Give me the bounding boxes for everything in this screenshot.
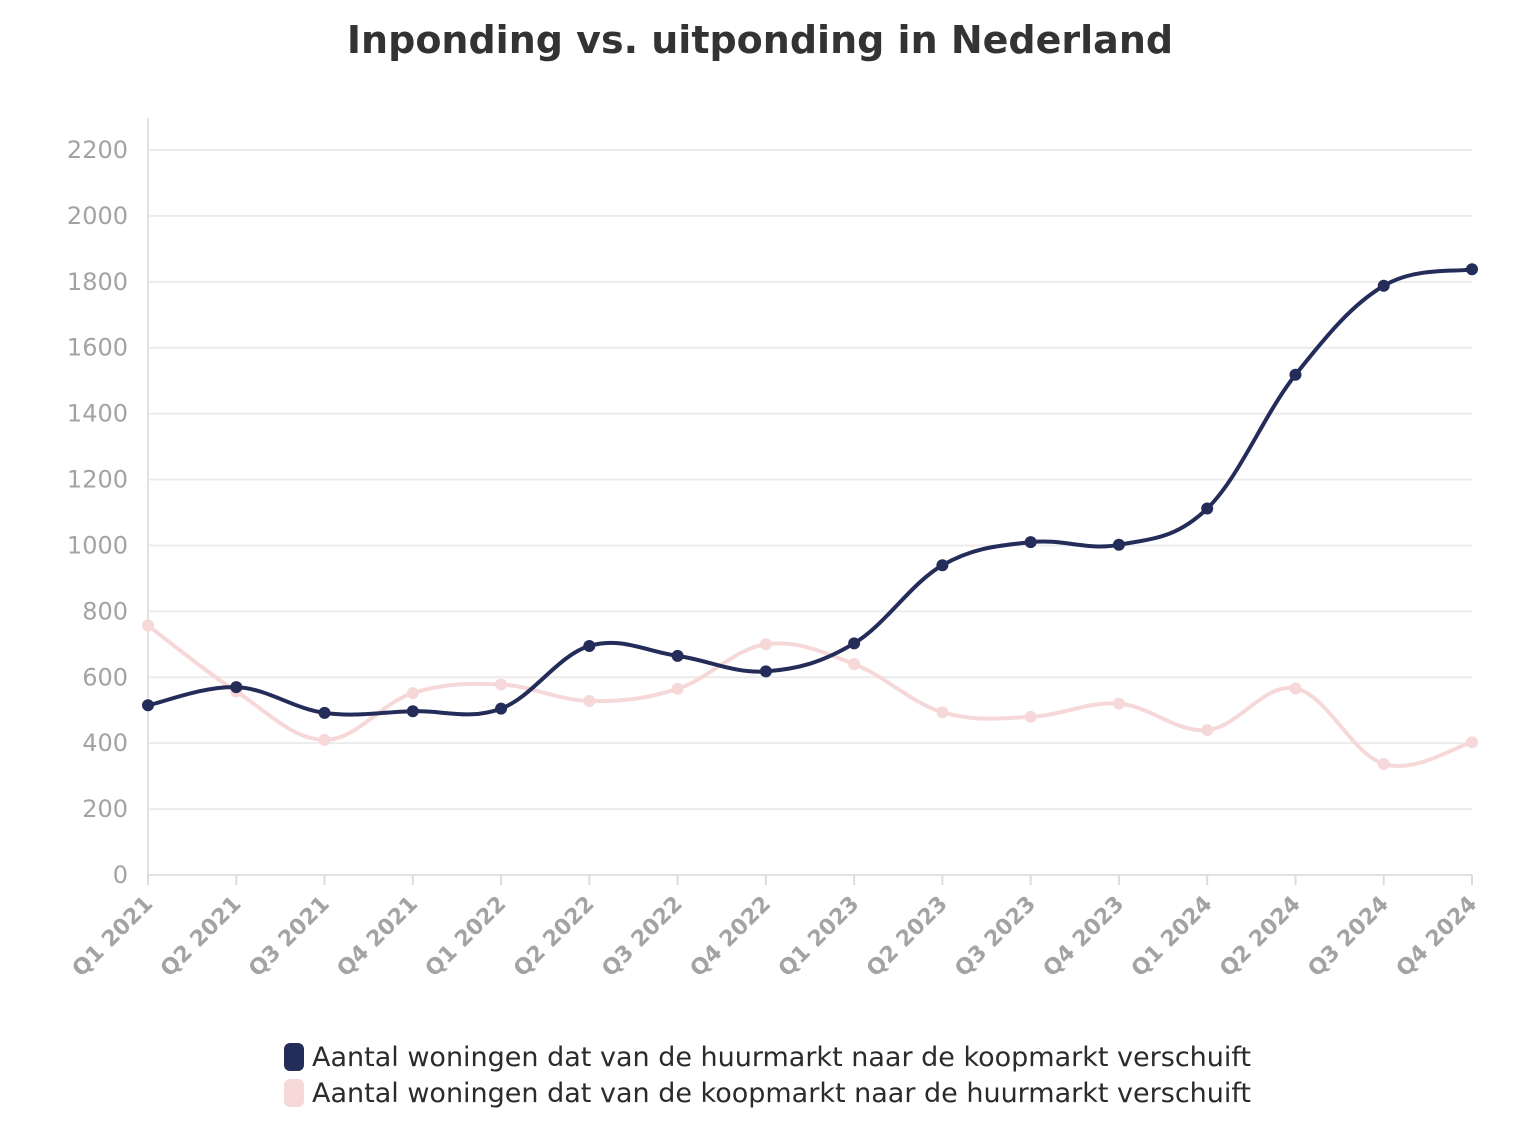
data-point[interactable] (1024, 536, 1037, 549)
y-tick-label: 400 (82, 729, 128, 757)
legend-swatch-huur-naar-koop (284, 1043, 304, 1071)
data-point[interactable] (759, 665, 772, 678)
data-point[interactable] (759, 638, 772, 651)
y-tick-label: 1400 (67, 400, 128, 428)
legend-item-koop-naar-huur[interactable]: Aantal woningen dat van de koopmarkt naa… (284, 1076, 1251, 1110)
x-tick-label: Q1 2022 (421, 892, 511, 982)
legend-label: Aantal woningen dat van de koopmarkt naa… (312, 1077, 1252, 1109)
data-point[interactable] (495, 678, 508, 691)
data-point[interactable] (1377, 757, 1390, 770)
series-lines (142, 263, 1478, 770)
legend-swatch-koop-naar-huur (284, 1079, 304, 1107)
data-point[interactable] (318, 733, 331, 746)
x-tick-label: Q2 2022 (509, 892, 599, 982)
x-tick-label: Q3 2023 (950, 892, 1040, 982)
data-point[interactable] (848, 658, 861, 671)
x-tick-label: Q2 2021 (156, 892, 246, 982)
x-tick-label: Q1 2023 (774, 892, 864, 982)
data-point[interactable] (142, 619, 154, 632)
x-tick-label: Q2 2023 (862, 892, 952, 982)
data-point[interactable] (583, 639, 596, 652)
series-1 (142, 619, 1478, 770)
data-point[interactable] (671, 682, 684, 695)
y-tick-label: 2200 (67, 136, 128, 164)
legend-item-huur-naar-koop[interactable]: Aantal woningen dat van de huurmarkt naa… (284, 1040, 1251, 1074)
data-point[interactable] (495, 702, 508, 715)
x-tick-label: Q3 2022 (597, 892, 687, 982)
axes (147, 118, 1472, 876)
data-point[interactable] (936, 559, 949, 572)
x-tick-label: Q4 2024 (1392, 892, 1482, 982)
y-tick-label: 1000 (67, 531, 128, 559)
x-tick-label: Q4 2022 (686, 892, 776, 982)
data-point[interactable] (936, 706, 949, 719)
y-tick-label: 1200 (67, 466, 128, 494)
x-tick-label: Q4 2023 (1039, 892, 1129, 982)
grid-lines (148, 149, 1472, 811)
data-point[interactable] (406, 705, 419, 718)
data-point[interactable] (318, 706, 331, 719)
data-point[interactable] (1201, 502, 1214, 515)
y-tick-label: 1800 (67, 268, 128, 296)
data-point[interactable] (1201, 724, 1214, 736)
x-tick-label: Q3 2021 (244, 892, 334, 982)
data-point[interactable] (1377, 279, 1390, 292)
x-tick-label: Q2 2024 (1215, 892, 1305, 982)
y-tick-label: 600 (82, 663, 128, 691)
data-point[interactable] (1289, 368, 1302, 381)
x-tick-label: Q1 2021 (68, 892, 158, 982)
data-point[interactable] (142, 699, 154, 712)
data-point[interactable] (1112, 697, 1125, 710)
data-point[interactable] (1112, 538, 1125, 551)
data-point[interactable] (1289, 682, 1302, 695)
data-point[interactable] (671, 649, 684, 662)
y-tick-label: 0 (113, 861, 128, 889)
data-point[interactable] (1024, 710, 1037, 723)
x-tick-label: Q4 2021 (333, 892, 423, 982)
y-axis-ticks: 0 200 400 600 800 1000 1200 1400 1600 1800 2000 220… (67, 136, 128, 889)
data-point[interactable] (230, 681, 243, 694)
series-line-1 (146, 623, 1474, 768)
data-point[interactable] (1466, 736, 1478, 749)
legend-label: Aantal woningen dat van de huurmarkt naa… (312, 1041, 1252, 1073)
x-tick-label: Q1 2024 (1127, 892, 1217, 982)
series-line-0 (146, 267, 1474, 717)
data-point[interactable] (1466, 263, 1478, 276)
y-tick-label: 2000 (67, 202, 128, 230)
y-tick-label: 800 (82, 597, 128, 625)
y-tick-label: 200 (82, 795, 128, 823)
data-point[interactable] (406, 687, 419, 700)
x-tick-label: Q3 2024 (1304, 892, 1394, 982)
data-point[interactable] (848, 637, 861, 650)
series-0 (142, 263, 1478, 719)
chart-title: Inponding vs. uitponding in Nederland (346, 18, 1174, 62)
y-tick-label: 1600 (67, 334, 128, 362)
data-point[interactable] (583, 695, 596, 707)
